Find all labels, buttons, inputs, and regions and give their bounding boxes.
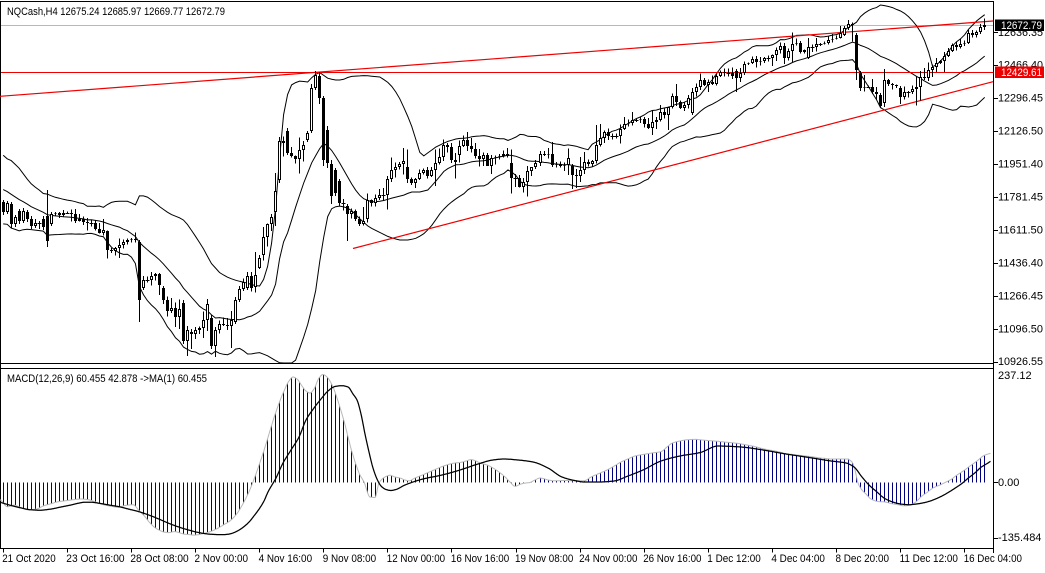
svg-text:4 Nov 16:00: 4 Nov 16:00 bbox=[259, 553, 313, 565]
svg-text:9 Nov 08:00: 9 Nov 08:00 bbox=[323, 553, 377, 565]
svg-text:11436.40: 11436.40 bbox=[998, 257, 1043, 269]
svg-text:21 Oct 2020: 21 Oct 2020 bbox=[2, 553, 56, 565]
svg-text:10926.55: 10926.55 bbox=[998, 356, 1043, 368]
svg-text:12672.79: 12672.79 bbox=[1001, 20, 1042, 32]
svg-text:16 Dec 04:00: 16 Dec 04:00 bbox=[964, 553, 1022, 565]
svg-text:16 Nov 16:00: 16 Nov 16:00 bbox=[451, 553, 509, 565]
svg-text:24 Nov 00:00: 24 Nov 00:00 bbox=[579, 553, 637, 565]
svg-text:11781.45: 11781.45 bbox=[998, 192, 1043, 204]
svg-text:12296.45: 12296.45 bbox=[998, 93, 1043, 105]
svg-text:-135.484: -135.484 bbox=[998, 532, 1041, 544]
svg-text:11611.50: 11611.50 bbox=[998, 224, 1043, 236]
svg-text:28 Oct 08:00: 28 Oct 08:00 bbox=[130, 553, 188, 565]
svg-text:NQCash,H4 12675.24 12685.97 1: NQCash,H4 12675.24 12685.97 12669.77 126… bbox=[7, 6, 225, 18]
svg-text:23 Oct 16:00: 23 Oct 16:00 bbox=[66, 553, 124, 565]
svg-text:MACD(12,26,9) 60.455 42.878 -: MACD(12,26,9) 60.455 42.878 ->MA(1) 60.4… bbox=[7, 373, 207, 385]
svg-text:237.12: 237.12 bbox=[998, 370, 1032, 382]
svg-text:12126.50: 12126.50 bbox=[998, 126, 1043, 138]
svg-text:12429.61: 12429.61 bbox=[1001, 67, 1042, 79]
svg-text:4 Dec 04:00: 4 Dec 04:00 bbox=[771, 553, 825, 565]
svg-text:12 Nov 00:00: 12 Nov 00:00 bbox=[387, 553, 445, 565]
svg-text:2 Nov 00:00: 2 Nov 00:00 bbox=[195, 553, 249, 565]
svg-text:11 Dec 12:00: 11 Dec 12:00 bbox=[900, 553, 958, 565]
svg-text:26 Nov 16:00: 26 Nov 16:00 bbox=[643, 553, 701, 565]
svg-text:11951.40: 11951.40 bbox=[998, 159, 1043, 171]
svg-text:8 Dec 20:00: 8 Dec 20:00 bbox=[836, 553, 890, 565]
svg-text:11096.50: 11096.50 bbox=[998, 323, 1043, 335]
svg-text:19 Nov 08:00: 19 Nov 08:00 bbox=[515, 553, 573, 565]
svg-text:0.00: 0.00 bbox=[998, 477, 1019, 489]
svg-text:11266.45: 11266.45 bbox=[998, 290, 1043, 302]
svg-text:1 Dec 12:00: 1 Dec 12:00 bbox=[707, 553, 761, 565]
